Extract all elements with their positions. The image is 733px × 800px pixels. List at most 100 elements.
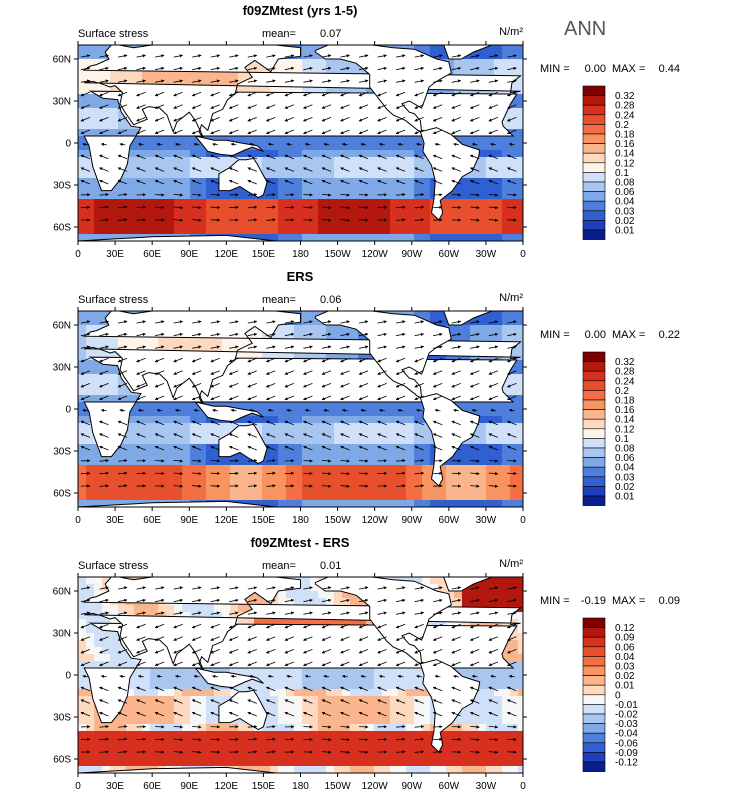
field-cell [294, 619, 303, 627]
field-cell [326, 143, 335, 151]
field-cell [398, 493, 407, 501]
field-cell [174, 486, 183, 494]
stress-vector [210, 79, 221, 83]
stress-vector [321, 383, 332, 388]
stress-vector [284, 91, 295, 97]
field-cell [326, 591, 335, 599]
field-cell [470, 458, 479, 466]
field-cell [78, 626, 87, 634]
stress-vector [377, 129, 387, 135]
field-cell [478, 479, 487, 487]
field-cell [422, 430, 431, 438]
field-cell [318, 171, 327, 179]
field-cell [510, 612, 519, 620]
field-cell [158, 339, 167, 347]
field-cell [278, 465, 287, 473]
stress-vector [488, 79, 499, 83]
stress-vector [469, 179, 480, 185]
field-cell [150, 157, 159, 165]
stress-vector [341, 142, 348, 146]
field-cell [174, 164, 183, 172]
field-cell [342, 444, 351, 452]
field-cell [94, 346, 103, 354]
stress-vector [192, 459, 202, 463]
field-cell [294, 171, 303, 179]
field-cell [430, 493, 439, 501]
field-cell [110, 654, 119, 662]
field-cell [278, 157, 287, 165]
colorbar-swatch [582, 143, 606, 154]
field-cell [454, 332, 463, 340]
min-label: MIN = [540, 63, 570, 75]
field-cell [278, 409, 287, 417]
field-cell [270, 423, 279, 431]
stress-vector [136, 79, 146, 83]
field-cell [118, 465, 127, 473]
stress-vector [284, 420, 295, 426]
field-cell [174, 472, 183, 480]
field-cell [390, 493, 399, 501]
field-cell [278, 220, 287, 228]
field-cell [166, 185, 175, 193]
field-cell [278, 437, 287, 445]
field-cell [422, 311, 431, 319]
stress-vector [414, 332, 425, 337]
field-cell [518, 409, 523, 417]
field-cell [150, 444, 159, 452]
field-cell [502, 150, 511, 158]
field-cell [390, 479, 399, 487]
field-cell [102, 465, 111, 473]
field-cell [446, 472, 455, 480]
field-cell [398, 430, 407, 438]
field-cell [390, 451, 399, 459]
stress-vector [247, 154, 257, 160]
stress-vector [210, 104, 220, 109]
field-cell [358, 409, 367, 417]
stress-vector [507, 54, 517, 58]
field-cell [126, 465, 135, 473]
field-cell [446, 465, 455, 473]
field-cell [118, 500, 127, 507]
stress-vector [358, 445, 369, 451]
stress-vector [266, 459, 276, 463]
field-cell [182, 339, 191, 347]
field-cell [110, 647, 119, 655]
field-cell [150, 164, 159, 172]
stress-vector [360, 142, 367, 146]
field-cell [102, 353, 111, 361]
field-cell [518, 122, 523, 130]
field-cell [86, 171, 95, 179]
field-cell [486, 143, 495, 151]
field-cell [286, 598, 295, 606]
field-cell [174, 430, 183, 438]
stress-vector [80, 117, 91, 122]
field-cell [294, 486, 303, 494]
field-cell [350, 157, 359, 165]
field-cell [462, 192, 471, 200]
stress-vector [265, 370, 276, 375]
field-cell [518, 213, 523, 221]
lat-label: 60N [53, 55, 71, 66]
field-cell [126, 451, 135, 459]
field-cell [486, 234, 495, 241]
field-cell [398, 157, 407, 165]
colorbar-label: 0.14 [615, 149, 635, 160]
field-cell [110, 220, 119, 228]
stress-vector [173, 383, 183, 388]
field-cell [446, 192, 455, 200]
field-cell [198, 444, 207, 452]
field-cell [470, 598, 479, 606]
field-cell [190, 437, 199, 445]
field-cell [262, 682, 271, 690]
stress-vector [451, 332, 462, 337]
stress-vector [210, 320, 221, 324]
field-cell [206, 220, 215, 228]
field-cell [230, 465, 239, 473]
field-cell [302, 87, 311, 95]
field-cell [342, 402, 351, 410]
stress-vector [395, 167, 406, 172]
field-cell [470, 136, 479, 144]
stress-vector [155, 332, 165, 337]
field-cell [94, 661, 103, 669]
field-cell [238, 619, 247, 627]
